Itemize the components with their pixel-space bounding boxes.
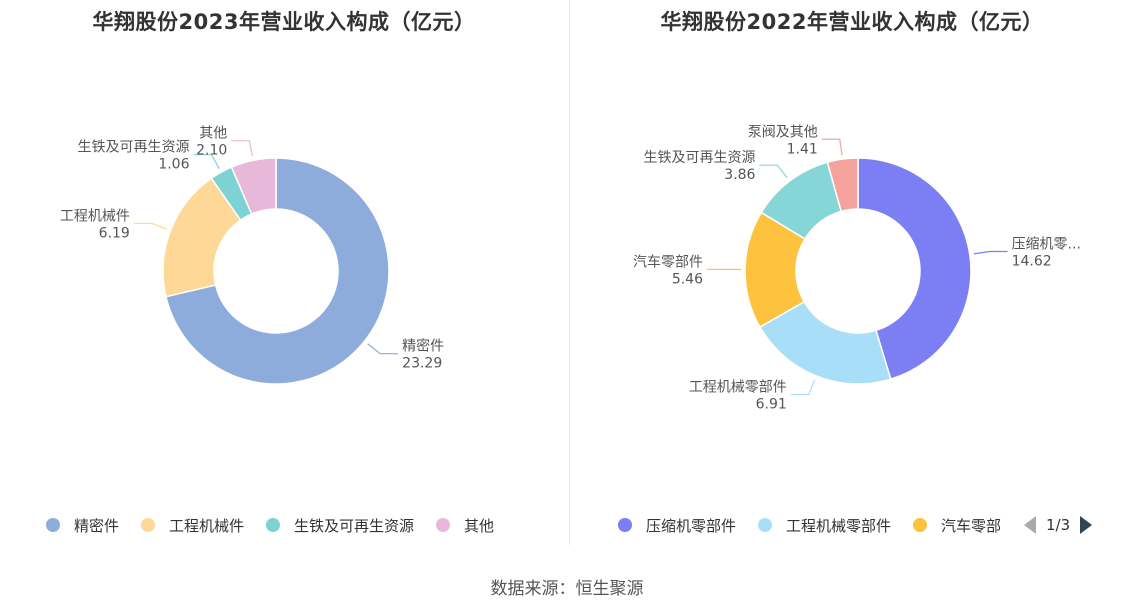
- chart-2022-title: 华翔股份2022年营业收入构成（亿元）: [660, 10, 1044, 34]
- chart-0-slice-value-1: 6.19: [99, 225, 130, 241]
- legend-dot-icon: [913, 518, 928, 532]
- chart-0-legend-item-2[interactable]: 生铁及可再生资源: [266, 515, 414, 536]
- chart-0-legend-item-0[interactable]: 精密件: [46, 515, 119, 536]
- chart-0-leader-line-0: [367, 343, 399, 355]
- chart-0-slice-value-0: 23.29: [402, 356, 442, 372]
- chart-0-slice-label-1: 工程机械件: [60, 208, 130, 224]
- chart-0-legend-item-3[interactable]: 其他: [436, 515, 494, 536]
- chart-0-slice-0[interactable]: [165, 157, 390, 385]
- chart-1-slice-value-1: 6.91: [756, 397, 787, 413]
- chart-0-legend-label-2: 生铁及可再生资源: [294, 516, 415, 535]
- chart-1-legend-item-2[interactable]: 汽车零部: [913, 515, 1001, 536]
- chart-1-slice-label-1: 工程机械零部件: [689, 380, 787, 396]
- panel-divider: [569, 0, 570, 545]
- chart-1-slice-value-4: 1.41: [787, 141, 818, 157]
- chart-2022-legend: 压缩机零部件 工程机械零部件 汽车零部 1/3: [618, 512, 1118, 538]
- legend-dot-icon: [758, 518, 773, 532]
- chart-1-slice-label-3: 生铁及可再生资源: [643, 150, 755, 166]
- chart-1-slice-0[interactable]: [857, 157, 972, 381]
- legend-page-indicator: 1/3: [1046, 516, 1071, 534]
- chart-1-legend-label-2: 汽车零部: [941, 516, 1002, 535]
- chart-1-leader-line-0: [973, 250, 1008, 255]
- chart-0-leader-line-3: [231, 140, 254, 157]
- chart-1-slice-label-4: 泵阀及其他: [748, 124, 818, 140]
- chart-1-slice-value-0: 14.62: [1012, 254, 1052, 270]
- chart-1-slice-value-2: 5.46: [672, 271, 703, 287]
- chart-2023-panel: 华翔股份2023年营业收入构成（亿元） 精密件 23.29 工程机械件 6.19 生铁及…: [0, 0, 568, 545]
- legend-dot-icon: [141, 518, 156, 532]
- legend-prev-arrow-icon[interactable]: [1024, 516, 1036, 534]
- chart-2023-title: 华翔股份2023年营业收入构成（亿元）: [92, 10, 476, 34]
- chart-1-legend-item-1[interactable]: 工程机械零部件: [758, 515, 891, 536]
- legend-dot-icon: [46, 518, 60, 532]
- chart-0-slice-label-2: 生铁及可再生资源: [78, 140, 190, 156]
- legend-pager: 1/3: [1024, 516, 1093, 534]
- chart-2023-legend: 精密件 工程机械件 生铁及可再生资源 其他: [46, 512, 516, 538]
- chart-0-slice-3[interactable]: [230, 157, 277, 215]
- chart-0-leader-line-1: [133, 222, 167, 230]
- chart-0-slice-value-3: 2.10: [196, 143, 227, 159]
- chart-0-legend-label-0: 精密件: [74, 516, 120, 535]
- legend-dot-icon: [618, 518, 632, 532]
- chart-0-slice-value-2: 1.06: [158, 157, 189, 173]
- chart-0-legend-label-3: 其他: [464, 516, 495, 535]
- data-source: 数据来源：恒生聚源: [490, 579, 644, 599]
- chart-0-slice-label-0: 精密件: [402, 338, 444, 355]
- chart-1-leader-line-4: [821, 138, 843, 156]
- chart-2022-panel: 华翔股份2022年营业收入构成（亿元） 压缩机零... 14.62 工程机械零部件 6…: [570, 0, 1134, 545]
- chart-1-slice-value-3: 3.86: [724, 167, 755, 183]
- chart-0-slice-label-3: 其他: [199, 126, 227, 142]
- chart-0-legend-item-1[interactable]: 工程机械件: [141, 515, 244, 536]
- chart-0-legend-label-1: 工程机械件: [169, 516, 245, 535]
- chart-1-leader-line-3: [759, 164, 788, 179]
- chart-1-legend-label-0: 压缩机零部件: [646, 516, 737, 535]
- chart-2022-legend-items: 压缩机零部件 工程机械零部件 汽车零部: [618, 515, 1018, 536]
- chart-1-leader-line-1: [790, 379, 816, 396]
- legend-dot-icon: [266, 518, 281, 532]
- chart-1-legend-item-0[interactable]: 压缩机零部件: [618, 515, 736, 536]
- chart-0-leader-line-2: [193, 154, 220, 169]
- chart-1-legend-label-1: 工程机械零部件: [786, 516, 892, 535]
- legend-dot-icon: [436, 518, 451, 532]
- chart-1-slice-4[interactable]: [826, 157, 859, 213]
- chart-1-slice-label-0: 压缩机零...: [1012, 237, 1081, 253]
- chart-1-slice-label-2: 汽车零部件: [633, 253, 703, 270]
- legend-next-arrow-icon[interactable]: [1080, 516, 1093, 534]
- chart-1-slice-1[interactable]: [758, 300, 892, 385]
